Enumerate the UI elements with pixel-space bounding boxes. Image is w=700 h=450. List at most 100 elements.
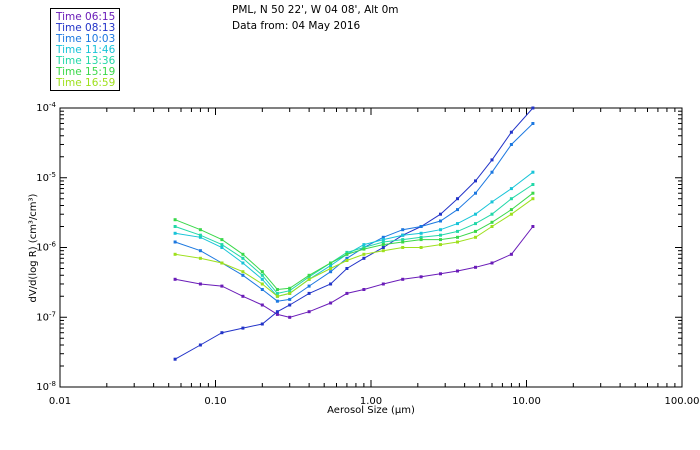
chart-title-location: PML, N 50 22', W 04 08', Alt 0m: [232, 4, 399, 16]
data-point: [275, 299, 279, 303]
data-point: [329, 261, 333, 265]
data-point: [381, 240, 385, 244]
data-point: [362, 256, 366, 260]
y-axis-title: dV/d(log R) (cm³/cm³): [28, 193, 39, 302]
data-point: [439, 243, 442, 247]
data-point: [439, 272, 442, 276]
legend-item: Time 13:36: [56, 55, 116, 67]
data-point: [531, 225, 535, 228]
data-point: [260, 303, 264, 307]
data-point: [345, 267, 349, 270]
data-point: [401, 238, 405, 242]
legend-item: Time 16:59: [56, 77, 116, 89]
data-point: [288, 297, 292, 301]
data-point: [329, 301, 333, 305]
data-point: [307, 284, 311, 288]
legend-item: Time 10:03: [56, 33, 116, 45]
data-point: [490, 225, 494, 228]
data-point: [241, 270, 245, 274]
data-point: [307, 310, 311, 314]
data-point: [345, 250, 349, 254]
x-tick-label: 0.10: [204, 396, 226, 407]
data-point: [509, 208, 513, 212]
data-point: [474, 235, 477, 239]
data-point: [490, 158, 494, 162]
data-point: [329, 270, 333, 274]
data-point: [288, 315, 292, 319]
data-point: [531, 122, 535, 125]
x-tick-label: 0.01: [49, 396, 71, 407]
data-point: [381, 243, 385, 247]
data-point: [275, 312, 279, 316]
data-point: [509, 187, 513, 191]
data-point: [474, 265, 477, 269]
data-point: [509, 143, 513, 146]
data-point: [307, 291, 311, 295]
series-line: [175, 198, 534, 297]
data-point: [198, 228, 202, 232]
data-point: [439, 228, 442, 232]
series-line: [174, 123, 534, 302]
data-point: [456, 240, 459, 244]
legend-item: Time 08:13: [56, 22, 116, 34]
data-point: [220, 261, 224, 265]
y-tick-label: 10-8: [36, 380, 56, 393]
legend-item: Time 06:15: [56, 11, 116, 23]
data-point: [439, 212, 442, 216]
data-point: [275, 291, 279, 295]
y-tick-labels: 10-4 10-5 10-6 10-7 10-8: [36, 101, 56, 393]
data-point: [173, 218, 177, 222]
data-point: [275, 288, 279, 291]
data-point: [241, 256, 245, 260]
data-point: [456, 229, 459, 233]
data-point: [401, 233, 405, 237]
data-point: [490, 212, 494, 216]
data-point: [241, 261, 245, 265]
x-tick-label: 100.00: [665, 396, 700, 407]
data-point: [275, 310, 279, 314]
data-point: [260, 277, 264, 281]
series-line: [174, 107, 534, 360]
data-point: [198, 256, 202, 260]
data-point: [173, 225, 177, 228]
data-point: [288, 291, 292, 295]
data-point: [198, 282, 202, 286]
x-tick-labels: 0.01 0.10 1.00 10.00 100.00: [49, 396, 700, 407]
data-point: [362, 288, 366, 291]
data-point: [419, 225, 423, 228]
data-point: [173, 277, 177, 281]
data-point: [173, 231, 177, 235]
data-point: [260, 282, 264, 286]
data-point: [509, 252, 513, 256]
data-point: [220, 331, 224, 335]
data-point: [531, 197, 535, 201]
data-point: [288, 289, 292, 293]
series-line: [174, 192, 534, 291]
data-series-group: [173, 106, 535, 361]
data-point: [456, 197, 459, 201]
data-point: [288, 303, 292, 307]
data-point: [329, 282, 333, 286]
data-point: [419, 238, 423, 242]
data-point: [456, 269, 459, 273]
data-point: [288, 286, 292, 290]
data-point: [198, 343, 202, 347]
data-point: [456, 208, 459, 212]
data-point: [345, 252, 349, 256]
data-point: [241, 273, 245, 277]
data-point: [401, 277, 405, 281]
series-line: [174, 184, 534, 294]
data-point: [439, 233, 442, 237]
x-axis-title: Aerosol Size (µm): [327, 405, 415, 416]
data-point: [381, 238, 385, 242]
data-point: [474, 212, 477, 216]
data-point: [419, 235, 423, 239]
data-point: [173, 252, 177, 256]
legend-item: Time 15:19: [56, 66, 116, 78]
data-point: [345, 259, 349, 262]
data-point: [456, 235, 459, 239]
data-point: [260, 288, 264, 291]
data-point: [490, 220, 494, 224]
data-point: [198, 235, 202, 239]
